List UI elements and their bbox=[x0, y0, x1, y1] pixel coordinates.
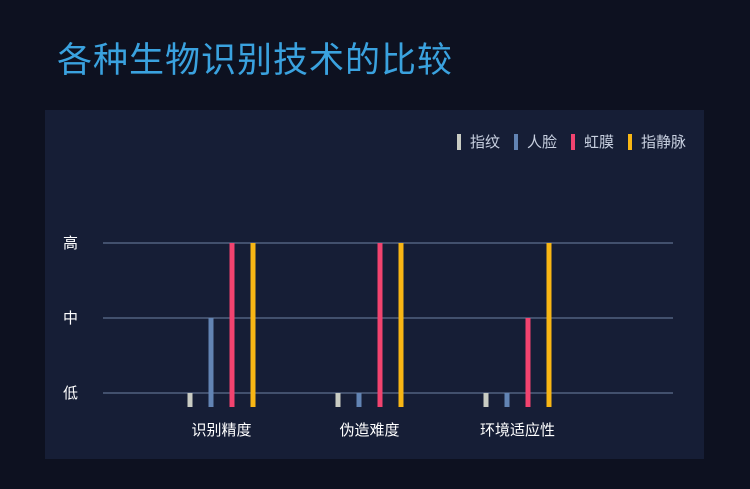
bar bbox=[398, 243, 404, 407]
bar bbox=[187, 393, 193, 407]
bar-layer bbox=[187, 243, 552, 407]
x-tick-label: 伪造难度 bbox=[339, 421, 399, 439]
legend-label: 指纹 bbox=[469, 133, 500, 151]
page-title: 各种生物识别技术的比较 bbox=[57, 41, 454, 81]
legend-label: 指静脉 bbox=[640, 133, 686, 151]
legend-item: 虹膜 bbox=[570, 131, 614, 152]
bar bbox=[229, 243, 235, 407]
legend-label: 虹膜 bbox=[583, 133, 614, 151]
legend-swatch bbox=[513, 133, 518, 150]
chart-canvas: 低 中 高 识别精度 伪造难度 环境适应性 bbox=[63, 234, 673, 439]
legend-item: 指静脉 bbox=[627, 131, 686, 152]
bar bbox=[546, 243, 552, 407]
y-tick-label: 低 bbox=[63, 384, 78, 402]
bar bbox=[504, 393, 510, 407]
y-tick-label: 中 bbox=[63, 309, 78, 327]
legend-swatch bbox=[570, 133, 575, 150]
legend-item: 指纹 bbox=[456, 131, 500, 152]
x-tick-label: 识别精度 bbox=[191, 421, 251, 439]
legend-swatch bbox=[456, 133, 461, 150]
y-tick-label: 高 bbox=[63, 234, 78, 252]
grid-layer bbox=[103, 242, 673, 394]
y-axis-ticks: 低中高 bbox=[63, 234, 78, 402]
chart-panel: 低 中 高 识别精度 伪造难度 环境适应性 指纹 人脸 虹膜 指静脉 bbox=[45, 110, 704, 459]
bar bbox=[377, 243, 383, 407]
x-tick-label: 环境适应性 bbox=[480, 421, 555, 439]
bar bbox=[525, 318, 531, 407]
bar bbox=[335, 393, 341, 407]
bar bbox=[250, 243, 256, 407]
legend: 指纹 人脸 虹膜 指静脉 bbox=[456, 131, 686, 152]
legend-swatch bbox=[627, 133, 632, 150]
x-axis-ticks: 识别精度 伪造难度 环境适应性 bbox=[191, 421, 555, 439]
bar bbox=[208, 318, 214, 407]
legend-label: 人脸 bbox=[526, 133, 557, 151]
bar bbox=[356, 393, 362, 407]
legend-item: 人脸 bbox=[513, 131, 557, 152]
bar bbox=[483, 393, 489, 407]
